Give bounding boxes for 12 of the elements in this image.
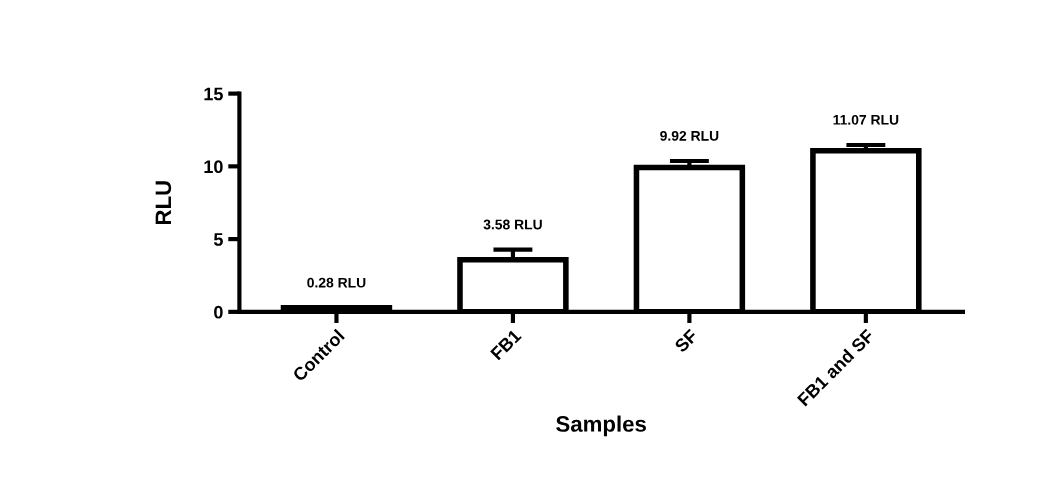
x-tick-label: SF (673, 328, 699, 354)
y-tick-label: 15 (204, 87, 223, 101)
data-label: 9.92 RLU (660, 130, 719, 141)
y-tick-label: 10 (204, 160, 223, 174)
x-tick-label: FB1 (490, 328, 522, 361)
y-axis-title: RLU (155, 181, 172, 225)
y-tick-label: 0 (214, 305, 223, 319)
y-tick-label: 5 (213, 233, 223, 246)
data-label: 3.58 RLU (483, 219, 542, 230)
data-label: 0.28 RLU (307, 277, 366, 288)
data-label: 11.07 RLU (833, 114, 899, 125)
x-axis-title: Samples (556, 415, 646, 437)
